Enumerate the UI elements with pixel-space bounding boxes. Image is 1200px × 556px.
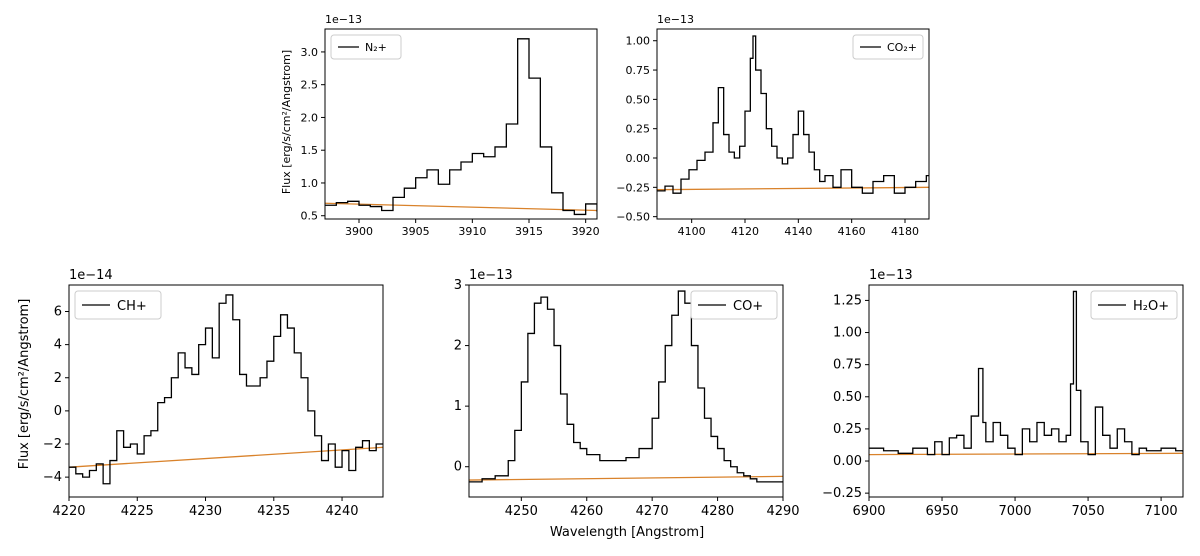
x-tick-label: 4270: [636, 504, 669, 519]
y-tick-label: 0: [454, 460, 462, 475]
offset-text: 1e−13: [325, 13, 362, 26]
panel-n2-plus: 3900 3905 3910 3915 3920 0.5 1.0 1.5 2.0 2.5 3.0 1e…: [301, 13, 600, 238]
baseline-line: [69, 446, 383, 468]
x-tick-label: 4235: [257, 504, 290, 519]
y-tick-label: 0.00: [626, 152, 651, 165]
y-tick-label: 0.5: [301, 210, 319, 223]
y-tick-label: 0.00: [833, 454, 862, 469]
panel-h2o-plus: 6900 6950 7000 7050 7100 −0.25 0.00 0.25 0.50 0.7…: [822, 268, 1184, 519]
baseline-line: [869, 452, 1183, 456]
axes-frame: [468, 284, 784, 498]
axes-frame: [324, 28, 598, 220]
y-tick-label: 0.75: [833, 358, 862, 373]
legend-box: [74, 290, 162, 320]
series-line: [69, 294, 383, 485]
x-tick-label: 4160: [838, 225, 866, 238]
x-tick-label: 7050: [1072, 504, 1105, 519]
x-tick-label: 7100: [1145, 504, 1178, 519]
series-line: [325, 38, 597, 216]
legend: N₂+: [330, 34, 402, 60]
x-tick-label: 4220: [52, 504, 85, 519]
y-tick-label: 1.25: [833, 293, 862, 308]
legend-box: [330, 34, 402, 60]
offset-text: 1e−13: [657, 13, 694, 26]
legend-label: H₂O+: [1133, 299, 1169, 314]
axes-frame: [656, 28, 930, 220]
y-tick-label: 3.0: [301, 46, 319, 59]
axes-frame: [868, 284, 1184, 498]
x-tick-label: 4260: [570, 504, 603, 519]
y-axis-label-top: Flux [erg/s/cm²/Angstrom]: [280, 50, 293, 194]
y-tick-label: 0.50: [833, 390, 862, 405]
y-tick-label: 1.0: [301, 177, 319, 190]
legend: CO₂+: [852, 34, 924, 60]
legend: CO+: [690, 290, 778, 320]
y-tick-label: 1: [454, 399, 462, 414]
y-tick-label: 6: [54, 305, 62, 320]
baseline-line: [657, 186, 929, 191]
y-tick-label: 0.25: [833, 422, 862, 437]
legend: H₂O+: [1090, 290, 1178, 320]
x-tick-label: 4290: [766, 504, 799, 519]
x-tick-label: 6950: [925, 504, 958, 519]
y-tick-label: 1.5: [301, 144, 319, 157]
y-tick-label: 1.00: [626, 35, 651, 48]
panel-co2-plus: 4100 4120 4140 4160 4180 −0.50 −0.25 0.00 0.25 0.…: [616, 13, 930, 238]
x-tick-label: 4240: [325, 504, 358, 519]
y-tick-label: −0.25: [616, 181, 650, 194]
legend-box: [852, 34, 924, 60]
panel-ch-plus: 4220 4225 4230 4235 4240 −4 −2 0 2 4 6 1e−14 CH+: [43, 268, 384, 519]
x-axis-label: Wavelength [Angstrom]: [550, 525, 704, 540]
series-line: [869, 290, 1183, 456]
legend-box: [690, 290, 778, 320]
x-tick-label: 3910: [458, 225, 486, 238]
x-tick-label: 4140: [784, 225, 812, 238]
y-tick-label: 0.25: [626, 123, 651, 136]
x-tick-label: 3905: [402, 225, 430, 238]
legend-box: [1090, 290, 1178, 320]
y-tick-label: 3: [454, 278, 462, 293]
x-tick-label: 4120: [731, 225, 759, 238]
baseline-line: [469, 475, 783, 481]
panel-co-plus: 4250 4260 4270 4280 4290 0 1 2 3 1e−13 CO+: [454, 268, 800, 519]
axes-frame: [68, 284, 384, 498]
y-tick-label: 0.75: [626, 64, 651, 77]
legend-label: CH+: [117, 299, 147, 314]
y-tick-label: −4: [43, 470, 62, 485]
x-tick-label: 7000: [998, 504, 1031, 519]
x-tick-label: 6900: [852, 504, 885, 519]
y-tick-label: 2: [454, 339, 462, 354]
offset-text: 1e−13: [869, 268, 913, 283]
legend-label: N₂+: [365, 41, 387, 54]
offset-text: 1e−14: [69, 268, 113, 283]
legend-label: CO+: [733, 299, 763, 314]
x-tick-label: 4230: [189, 504, 222, 519]
y-tick-label: 2.5: [301, 79, 319, 92]
y-tick-label: 1.00: [833, 326, 862, 341]
x-tick-label: 3915: [515, 225, 543, 238]
x-tick-label: 4280: [701, 504, 734, 519]
x-tick-label: 4100: [678, 225, 706, 238]
y-axis-label-bottom: Flux [erg/s/cm²/Angstrom]: [17, 299, 32, 470]
offset-text: 1e−13: [469, 268, 513, 283]
x-tick-label: 4225: [121, 504, 154, 519]
y-tick-label: 2: [54, 371, 62, 386]
x-tick-label: 3920: [572, 225, 600, 238]
y-tick-label: 4: [54, 338, 62, 353]
y-tick-label: −0.25: [822, 486, 862, 501]
baseline-line: [325, 202, 597, 212]
x-tick-label: 4250: [505, 504, 538, 519]
legend: CH+: [74, 290, 162, 320]
y-tick-label: 0: [54, 404, 62, 419]
y-tick-label: −0.50: [616, 211, 650, 224]
x-tick-label: 3900: [345, 225, 373, 238]
legend-label: CO₂+: [887, 41, 917, 54]
y-tick-label: 2.0: [301, 111, 319, 124]
series-line: [469, 290, 783, 483]
x-tick-label: 4180: [891, 225, 919, 238]
y-tick-label: 0.50: [626, 93, 651, 106]
series-line: [657, 35, 929, 194]
y-tick-label: −2: [43, 437, 62, 452]
